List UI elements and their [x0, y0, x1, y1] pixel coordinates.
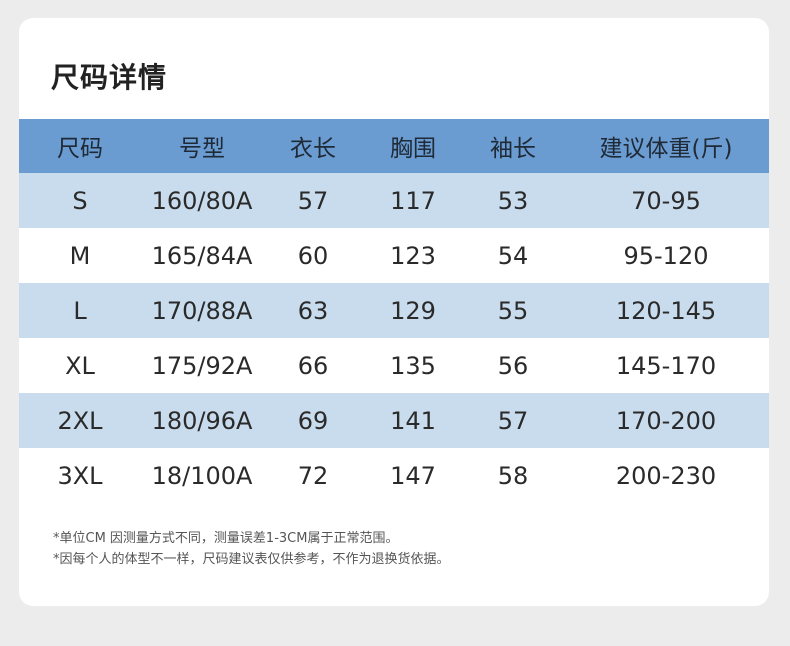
table-cell: 18/100A	[151, 461, 253, 490]
table-row: M 165/84A 60 123 54 95-120	[19, 228, 769, 283]
table-cell: 66	[297, 351, 329, 380]
column-header-size: 尺码	[19, 119, 141, 173]
table-cell: 54	[497, 241, 529, 270]
table-cell: 63	[263, 283, 363, 338]
table-row: 3XL 18/100A 72 147 58 200-230	[19, 448, 769, 503]
table-cell: M	[69, 241, 91, 270]
table-cell: 200-230	[615, 461, 717, 490]
table-cell: 147	[390, 461, 436, 490]
table-cell: 120-145	[563, 283, 769, 338]
table-cell: 175/92A	[151, 351, 253, 380]
table-cell: 53	[463, 173, 563, 228]
table-cell: 2XL	[19, 393, 141, 448]
table-row: 2XL 180/96A 69 141 57 170-200	[19, 393, 769, 448]
table-cell: 56	[497, 351, 529, 380]
table-cell: 60	[297, 241, 329, 270]
footnote-disclaimer: *因每个人的体型不一样，尺码建议表仅供参考，不作为退换货依据。	[53, 552, 450, 567]
size-table: 尺码 号型 衣长 胸围 袖长 建议体重(斤) S 160/80A 57 117 …	[19, 119, 769, 503]
size-chart-card: 尺码详情 尺码 号型 衣长 胸围 袖长 建议体重(斤) S 160/80A	[19, 18, 769, 606]
table-row: L 170/88A 63 129 55 120-145	[19, 283, 769, 338]
table-cell: 129	[363, 283, 463, 338]
table-cell: 58	[497, 461, 529, 490]
table-cell: 170-200	[563, 393, 769, 448]
table-cell: 165/84A	[151, 241, 253, 270]
table-cell: 170/88A	[141, 283, 263, 338]
table-header-row: 尺码 号型 衣长 胸围 袖长 建议体重(斤)	[19, 119, 769, 173]
table-cell: 57	[463, 393, 563, 448]
table-cell: S	[19, 173, 141, 228]
footnote-measurement: *单位CM 因测量方式不同，测量误差1-3CM属于正常范围。	[53, 531, 399, 546]
table-row: S 160/80A 57 117 53 70-95	[19, 173, 769, 228]
table-cell: 95-120	[623, 241, 709, 270]
table-cell: 141	[363, 393, 463, 448]
column-header-chest: 胸围	[363, 119, 463, 173]
column-header-model: 号型	[141, 119, 263, 173]
table-cell: 117	[363, 173, 463, 228]
page-title: 尺码详情	[51, 61, 168, 94]
table-cell: 123	[390, 241, 436, 270]
table-row: XL 175/92A 66 135 56 145-170	[19, 338, 769, 393]
table-cell: 145-170	[615, 351, 717, 380]
table-cell: 55	[463, 283, 563, 338]
table-cell: 135	[390, 351, 436, 380]
table-cell: 57	[263, 173, 363, 228]
column-header-weight: 建议体重(斤)	[563, 119, 769, 173]
table-cell: 69	[263, 393, 363, 448]
column-header-sleeve: 袖长	[463, 119, 563, 173]
table-cell: 3XL	[57, 461, 103, 490]
column-header-length: 衣长	[263, 119, 363, 173]
table-cell: 180/96A	[141, 393, 263, 448]
table-cell: 160/80A	[141, 173, 263, 228]
table-cell: XL	[65, 351, 95, 380]
table-cell: 72	[297, 461, 329, 490]
table-cell: 70-95	[563, 173, 769, 228]
table-cell: L	[19, 283, 141, 338]
footnotes: *单位CM 因测量方式不同，测量误差1-3CM属于正常范围。 *因每个人的体型不…	[53, 528, 450, 570]
